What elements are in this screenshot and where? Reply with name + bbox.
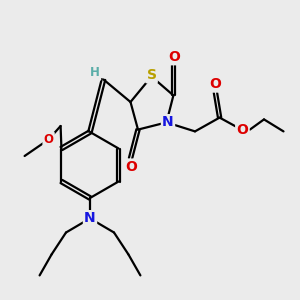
Text: N: N [162,116,174,129]
Text: O: O [125,160,137,174]
Text: O: O [168,50,180,64]
Text: O: O [236,123,248,137]
Text: H: H [90,66,100,80]
Text: O: O [44,133,54,146]
Text: S: S [146,68,157,82]
Text: O: O [209,77,221,91]
Text: N: N [84,212,96,225]
